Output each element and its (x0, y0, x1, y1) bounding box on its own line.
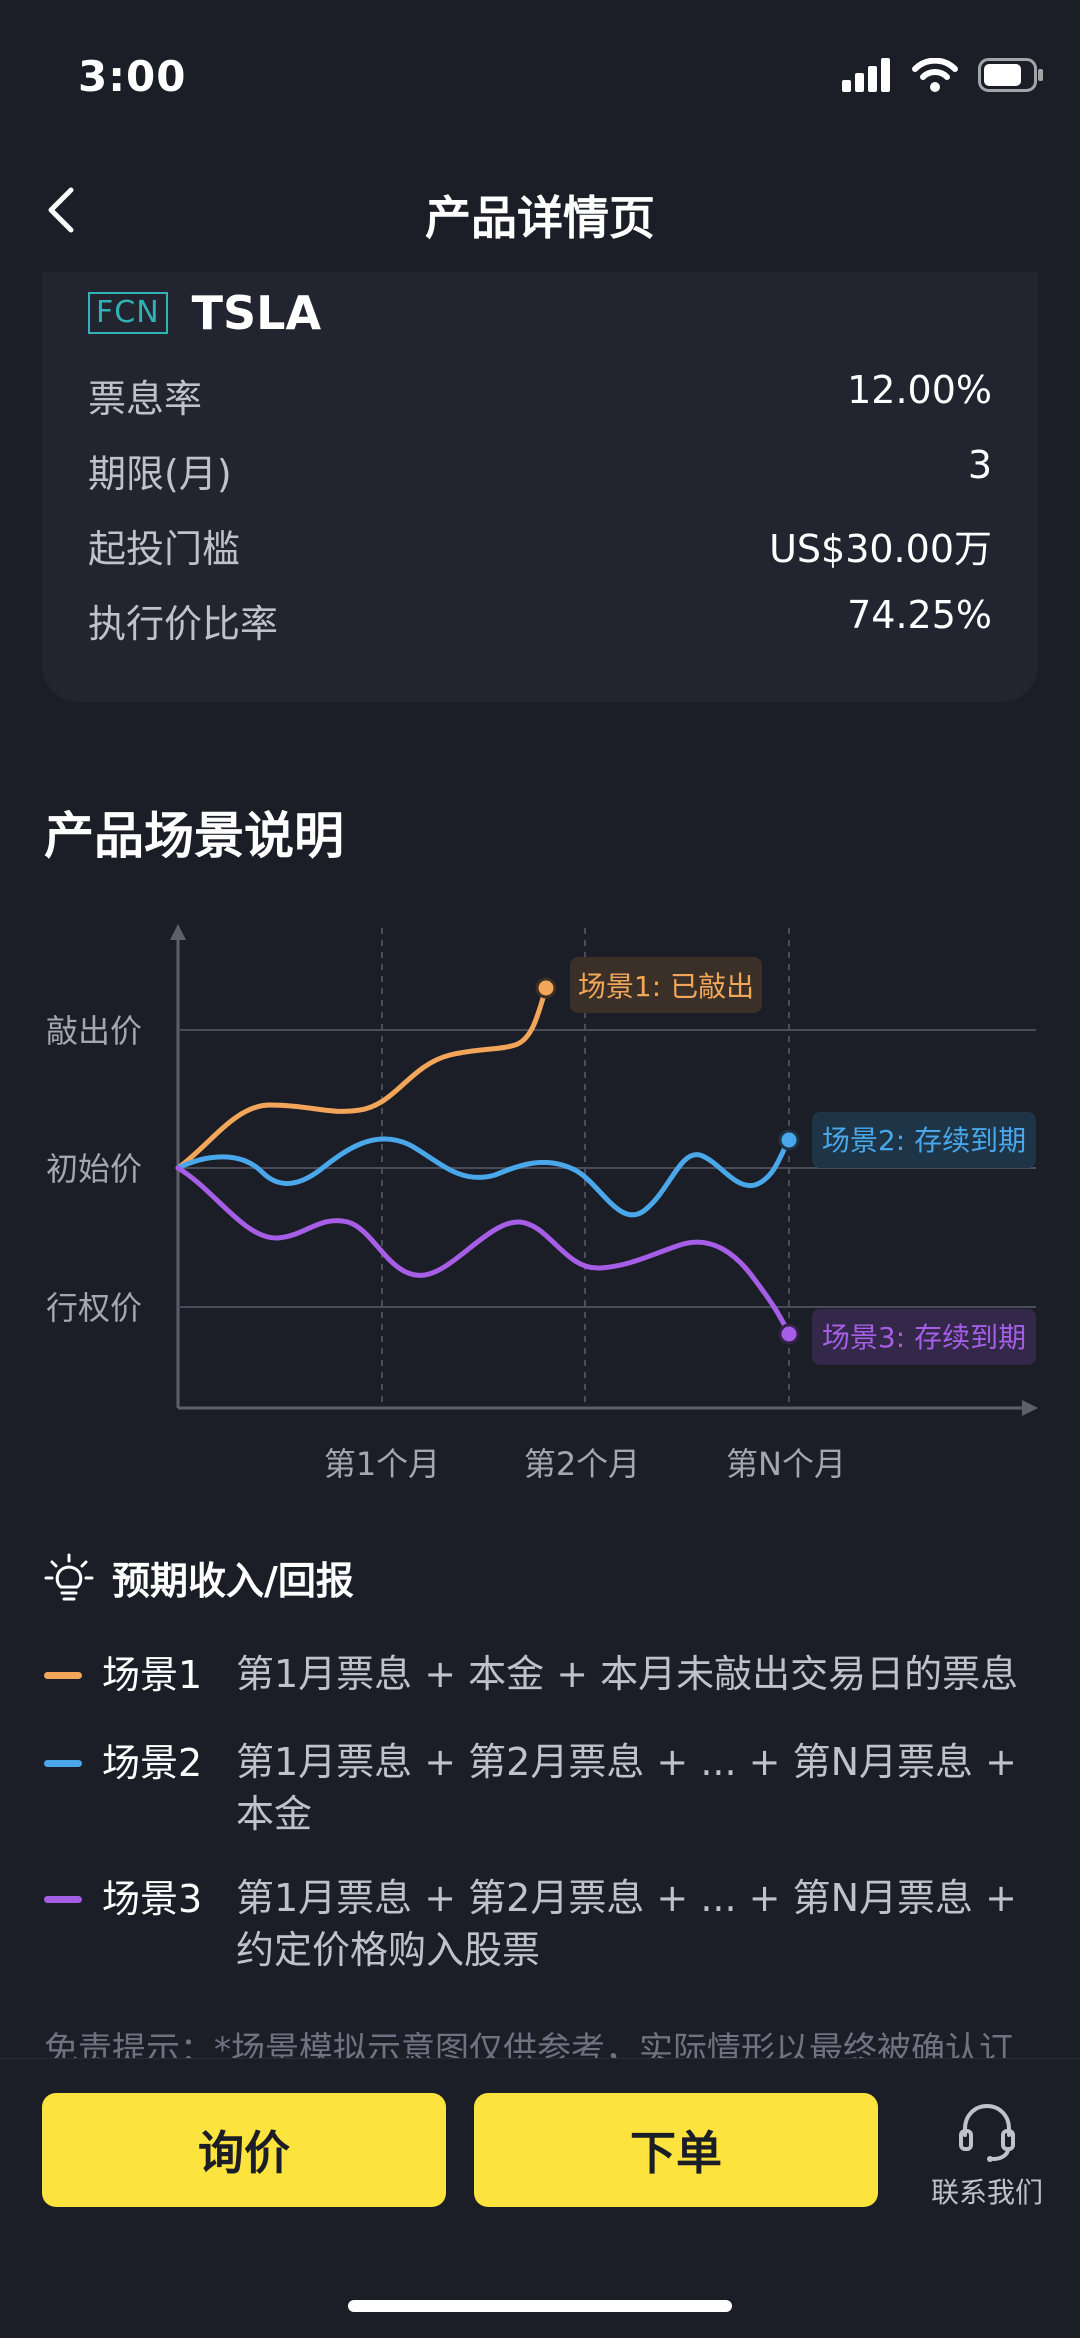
info-row-strike-ratio: 执行价比率 74.25% (88, 593, 992, 648)
order-button[interactable]: 下单 (474, 2093, 878, 2207)
scenario-1-end-dot (535, 977, 557, 999)
home-indicator (348, 2300, 732, 2312)
scenario-3-callout-text: 场景3: 存续到期 (822, 1321, 1026, 1354)
returns-header: 预期收入/回报 (44, 1550, 354, 1605)
info-value: 74.25% (847, 593, 992, 637)
scenario-3-legend-line (44, 1896, 82, 1903)
scenario-name: 场景3 (102, 1877, 203, 1921)
page-title: 产品详情页 (425, 191, 655, 245)
scenario-row-1: 场景1 第1月票息 + 本金 + 本月未敲出交易日的票息 (44, 1648, 1044, 1702)
info-label: 起投门槛 (88, 527, 241, 571)
scenario-1-legend-line (44, 1672, 82, 1679)
info-value: US$30.00万 (769, 527, 992, 571)
y-label-initial: 初始价 (46, 1150, 142, 1188)
bottom-action-bar: 询价 下单 联系我们 (0, 2058, 1080, 2338)
info-value: 12.00% (847, 368, 992, 412)
contact-us-label: 联系我们 (930, 2176, 1043, 2209)
x-label-month-2: 第2个月 (524, 1445, 640, 1483)
battery-icon (978, 58, 1043, 92)
status-icons (842, 58, 1044, 92)
disclaimer-text: 免责提示：*场景模拟示意图仅供参考，实际情形以最终被确认订 (44, 2030, 1013, 2060)
returns-title: 预期收入/回报 (112, 1559, 354, 1603)
scenario-desc: 第1月票息 + 本金 + 本月未敲出交易日的票息 (236, 1652, 1019, 1696)
scenario-row-3: 场景3 第1月票息 + 第2月票息 + ... + 第N月票息 + 约定价格购入… (44, 1872, 1044, 1976)
scenario-desc: 第1月票息 + 第2月票息 + ... + 第N月票息 + 本金 (236, 1740, 1017, 1836)
scenario-section-title: 产品场景说明 (44, 807, 344, 865)
scenario-desc: 第1月票息 + 第2月票息 + ... + 第N月票息 + 约定价格购入股票 (236, 1876, 1017, 1972)
scenario-name: 场景2 (102, 1741, 203, 1785)
info-row-threshold: 起投门槛 US$30.00万 (88, 518, 992, 573)
inquiry-button[interactable]: 询价 (42, 2093, 446, 2207)
info-label: 执行价比率 (88, 602, 279, 646)
contact-us-button[interactable]: 联系我们 (912, 2101, 1062, 2211)
scenario-2-line (175, 1136, 792, 1218)
scenario-1-callout: 场景1: 已敲出 (570, 957, 762, 1013)
signal-icon (842, 58, 890, 92)
status-time: 3:00 (78, 52, 187, 101)
scenario-3-callout: 场景3: 存续到期 (812, 1309, 1036, 1365)
chevron-left-icon (48, 187, 74, 233)
y-label-knockout: 敲出价 (46, 1012, 142, 1050)
scenario-chart: 敲出价 初始价 行权价 第1个月 第2个月 第N个月 场景1: 已敲出 场景2:… (46, 924, 1038, 1483)
info-value: 3 (967, 443, 992, 487)
scenario-2-legend-line (44, 1760, 82, 1767)
product-head: FCN TSLA (88, 286, 321, 340)
status-bar: 3:00 (0, 0, 1080, 150)
info-label: 期限(月) (88, 452, 232, 496)
info-row-coupon: 票息率 12.00% (88, 368, 992, 423)
scenario-2-end-dot (778, 1129, 800, 1151)
scenario-1-callout-text: 场景1: 已敲出 (578, 970, 754, 1003)
lightbulb-icon (44, 1553, 94, 1600)
product-card: FCN TSLA 票息率 12.00% 期限(月) 3 起投门槛 US$30.0… (42, 272, 1038, 702)
nav-bar: 产品详情页 (0, 160, 1080, 260)
x-label-month-1: 第1个月 (324, 1445, 440, 1483)
scenario-name: 场景1 (102, 1653, 203, 1697)
product-type-tag: FCN (88, 292, 168, 334)
y-axis-arrow (170, 924, 186, 940)
product-ticker: TSLA (191, 286, 322, 340)
x-label-month-n: 第N个月 (726, 1445, 846, 1483)
scenario-2-callout-text: 场景2: 存续到期 (822, 1124, 1026, 1157)
info-label: 票息率 (88, 377, 203, 421)
scenario-row-2: 场景2 第1月票息 + 第2月票息 + ... + 第N月票息 + 本金 (44, 1736, 1044, 1840)
back-button[interactable] (30, 180, 90, 240)
headset-icon (959, 2103, 1015, 2162)
info-row-term: 期限(月) 3 (88, 443, 992, 498)
scenario-2-callout: 场景2: 存续到期 (812, 1112, 1036, 1168)
wifi-icon (912, 58, 958, 92)
scenario-3-end-dot (778, 1323, 800, 1345)
scenario-3-line (175, 1165, 792, 1337)
y-label-strike: 行权价 (46, 1289, 142, 1327)
scenario-1-line (175, 985, 549, 1171)
x-axis-arrow (1022, 1400, 1038, 1416)
